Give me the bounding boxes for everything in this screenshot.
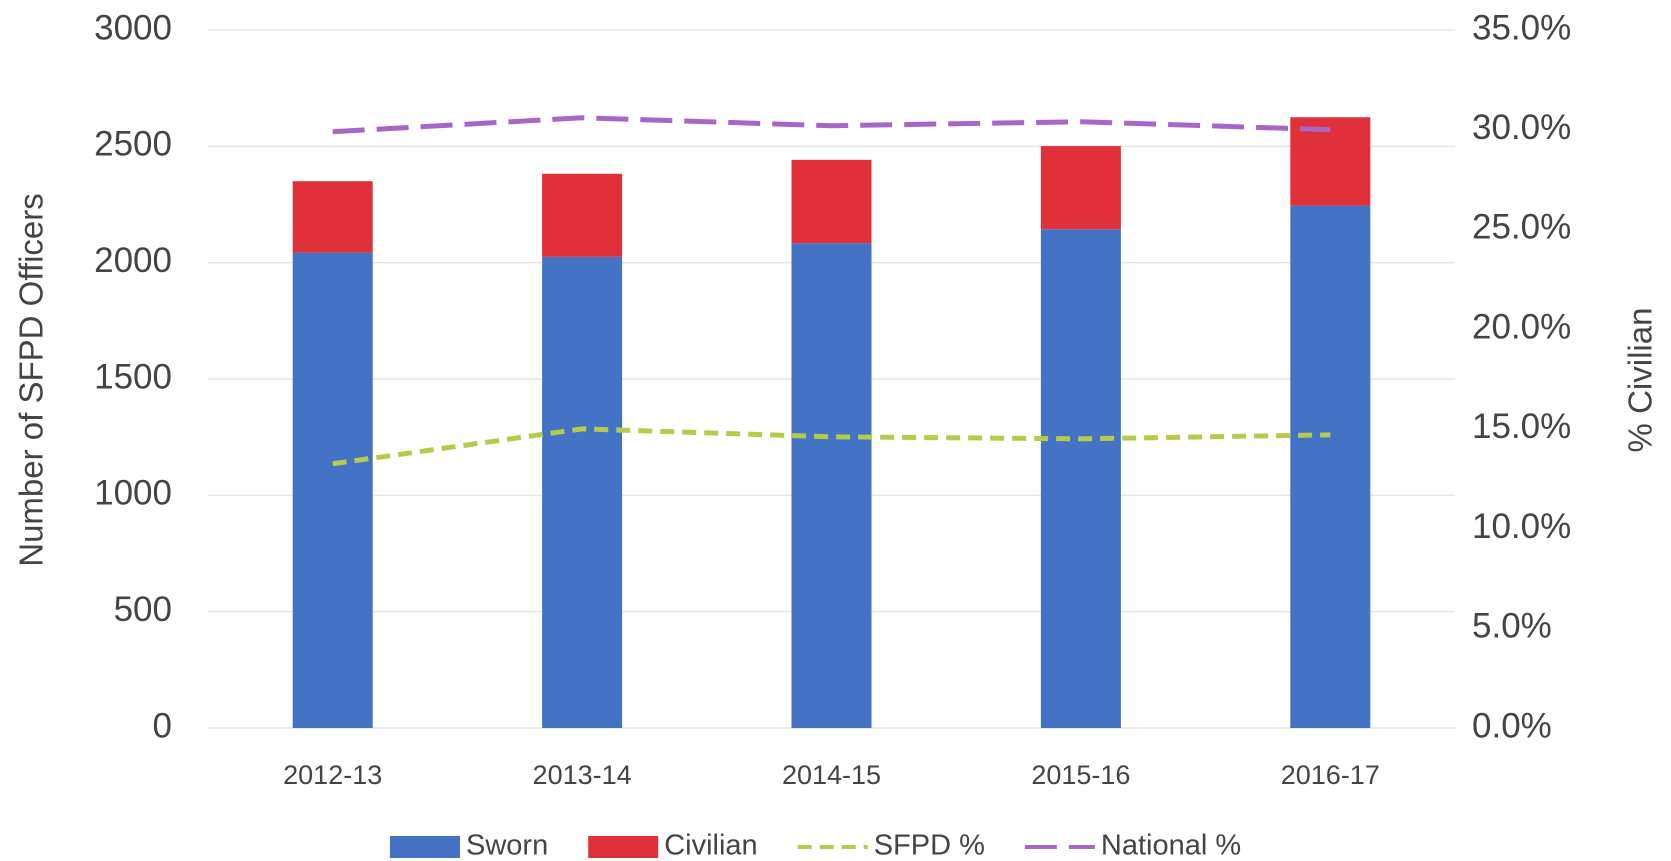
y-axis-title: Number of SFPD Officers	[13, 193, 50, 567]
bar	[292, 181, 373, 253]
y2-tick-label: 5.0%	[1472, 607, 1552, 646]
bar	[1290, 117, 1371, 206]
legend-label: Sworn	[466, 830, 548, 861]
legend-label: Civilian	[664, 830, 757, 861]
bar	[791, 159, 872, 244]
y2-tick-label: 10.0%	[1472, 507, 1571, 546]
y-tick-label: 1500	[94, 357, 172, 396]
bar	[791, 243, 872, 728]
legend-label: SFPD %	[874, 830, 985, 861]
y-tick-label: 2500	[94, 125, 172, 164]
bar	[1290, 205, 1371, 728]
bar	[1040, 146, 1121, 230]
x-tick-label: 2016-17	[1281, 760, 1380, 790]
y-tick-label: 1000	[94, 474, 172, 513]
legend-swatch	[390, 836, 460, 858]
y-tick-label: 3000	[94, 8, 172, 47]
y2-tick-label: 35.0%	[1472, 8, 1571, 47]
legend-swatch	[588, 836, 659, 858]
x-tick-label: 2014-15	[782, 760, 881, 790]
bar	[542, 256, 623, 728]
bar	[542, 173, 623, 257]
y2-tick-label: 0.0%	[1472, 706, 1552, 745]
y2-axis-title: % Civilian	[1622, 308, 1659, 453]
y2-tick-label: 25.0%	[1472, 208, 1571, 247]
bar	[1040, 229, 1121, 729]
line	[332, 115, 1331, 135]
x-tick-label: 2015-16	[1031, 760, 1130, 790]
line	[332, 426, 1331, 467]
x-tick-label: 2013-14	[533, 760, 632, 790]
y2-tick-label: 20.0%	[1472, 307, 1571, 346]
bar	[292, 252, 373, 729]
y-tick-label: 0	[153, 706, 172, 745]
y-tick-label: 500	[114, 590, 172, 629]
y-tick-label: 2000	[94, 241, 172, 280]
legend-label: National %	[1101, 830, 1241, 861]
y2-tick-label: 30.0%	[1472, 108, 1571, 147]
x-tick-label: 2012-13	[283, 760, 382, 790]
y2-tick-label: 15.0%	[1472, 407, 1571, 446]
